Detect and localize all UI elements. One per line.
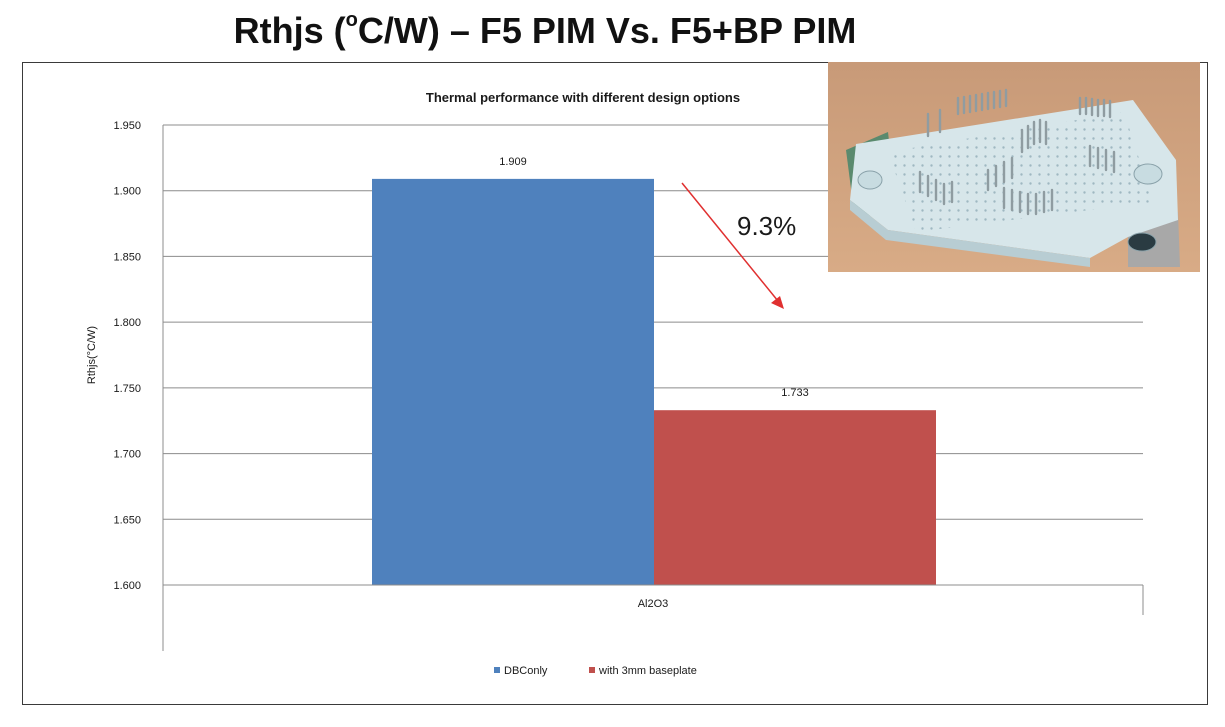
slide-title-prefix: Rthjs ( [233, 10, 346, 51]
bars [372, 178, 936, 585]
reduction-label: 9.3% [737, 211, 796, 241]
legend-swatch-baseplate [589, 667, 595, 673]
slide-title-suffix: C/W) – F5 PIM Vs. F5+BP PIM [357, 10, 857, 51]
data-labels: 1.909 1.733 [499, 156, 809, 399]
slide-title-degree: o [345, 9, 358, 31]
y-axis-ticks: 1.600 1.650 1.700 1.750 1.800 1.850 1.900 1.950 [113, 120, 141, 592]
chart-title: Thermal performance with different desig… [426, 90, 740, 105]
y-tick-label: 1.800 [113, 317, 141, 329]
y-axis-label: Rthjs(°C/W) [86, 326, 98, 384]
legend-label-baseplate: with 3mm baseplate [598, 665, 697, 677]
legend: DBConly with 3mm baseplate [494, 665, 697, 677]
bar-chart: 1.600 1.650 1.700 1.750 1.800 1.850 1.900 1.950… [86, 90, 1144, 677]
bar-dbconly [372, 178, 654, 585]
y-tick-label: 1.850 [113, 251, 141, 263]
data-label: 1.909 [499, 156, 527, 168]
y-tick-label: 1.950 [113, 120, 141, 132]
x-category-label: Al2O3 [638, 598, 669, 610]
legend-label-dbconly: DBConly [504, 665, 548, 677]
bar-baseplate [654, 410, 936, 585]
pim-module-photo [828, 62, 1200, 272]
arrow-head-icon [771, 296, 784, 309]
y-tick-label: 1.900 [113, 186, 141, 198]
reduction-arrow [681, 182, 779, 302]
reduction-annotation: 9.3% [681, 182, 796, 309]
y-tick-label: 1.600 [113, 580, 141, 592]
y-tick-label: 1.750 [113, 383, 141, 395]
pim-module-icon [828, 62, 1200, 272]
slide-title: Rthjs (oC/W) – F5 PIM Vs. F5+BP PIM [0, 9, 1090, 52]
y-tick-label: 1.650 [113, 514, 141, 526]
y-tick-label: 1.700 [113, 449, 141, 461]
legend-swatch-dbconly [494, 667, 500, 673]
data-label: 1.733 [781, 387, 809, 399]
